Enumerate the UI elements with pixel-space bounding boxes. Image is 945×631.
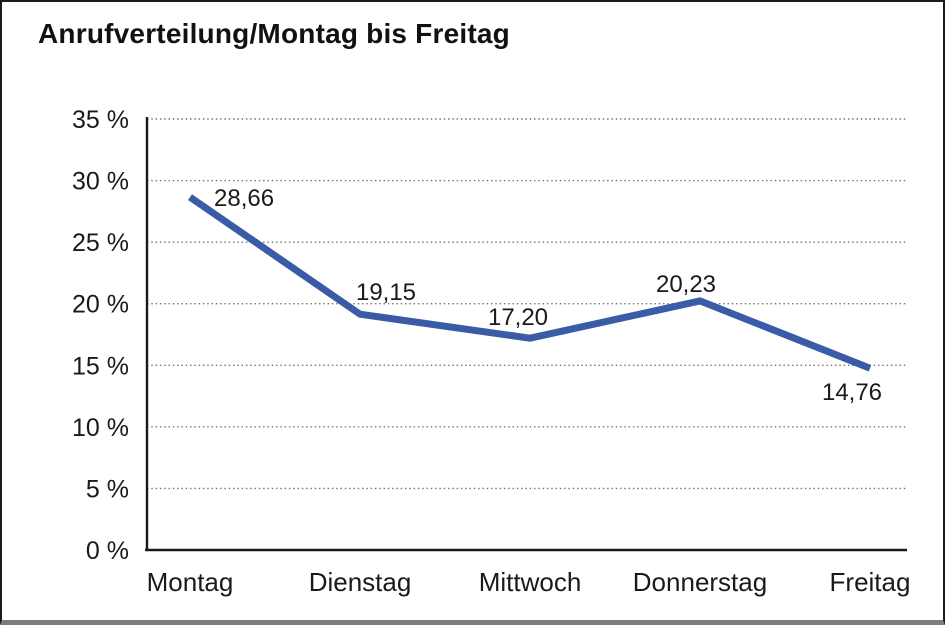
- y-tick-label: 15 %: [72, 352, 129, 380]
- data-label: 14,76: [822, 379, 882, 406]
- x-category-label: Mittwoch: [479, 567, 582, 597]
- data-label: 20,23: [656, 271, 716, 298]
- data-label: 17,20: [488, 304, 548, 331]
- x-category-label: Dienstag: [309, 567, 412, 597]
- data-label: 28,66: [214, 185, 274, 212]
- y-tick-label: 0 %: [86, 537, 129, 565]
- y-tick-label: 20 %: [72, 291, 129, 319]
- y-tick-label: 30 %: [72, 168, 129, 196]
- y-tick-label: 5 %: [86, 475, 129, 503]
- x-category-label: Donnerstag: [633, 567, 767, 597]
- y-tick-label: 25 %: [72, 229, 129, 257]
- y-tick-label: 35 %: [72, 106, 129, 134]
- series-line: [188, 194, 872, 372]
- x-category-label: Freitag: [830, 567, 911, 597]
- line-chart: 0 % 5 % 10 % 15 % 20 % 25 % 30 % 35 % Montag Dien…: [72, 106, 911, 597]
- data-label: 19,15: [356, 279, 416, 306]
- x-category-label: Montag: [147, 567, 234, 597]
- chart-title: Anrufverteilung/Montag bis Freitag: [38, 18, 510, 49]
- y-tick-label: 10 %: [72, 414, 129, 442]
